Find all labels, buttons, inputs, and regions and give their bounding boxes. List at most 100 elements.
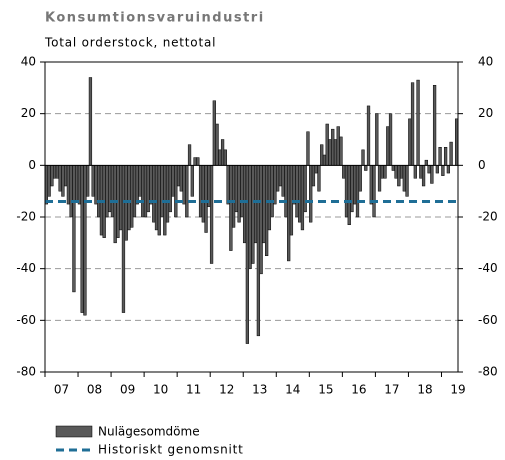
bar [215,123,219,166]
bar [149,165,153,205]
bar [273,165,277,205]
bar [306,131,310,166]
bar [138,165,142,197]
bar [50,165,54,187]
bar [342,165,346,179]
bar [72,165,76,293]
legend-swatch [55,425,93,438]
bar [237,165,241,223]
bar [174,165,178,218]
bar [256,165,261,337]
bar [402,165,406,192]
x-tick-label: 12 [219,383,234,397]
bar [375,113,379,166]
bar [361,149,365,166]
bar [83,165,87,316]
bar [325,123,329,166]
bar [435,165,439,174]
bar [276,165,280,192]
bar [212,100,216,166]
bar [223,149,227,166]
y-tick-label: -20 [16,210,36,224]
bar [399,165,404,179]
bar [61,165,65,197]
bar [328,139,332,166]
bar [267,165,272,231]
bar [220,139,225,166]
bar [248,165,252,269]
chart-title: Konsumtionsvaruindustri [45,11,265,26]
bar [278,165,283,187]
bar [88,77,93,166]
bar [320,144,324,166]
bar [168,165,172,213]
x-tick-label: 18 [417,383,432,397]
bar [108,165,112,213]
bar [397,165,401,187]
bar [364,165,368,171]
bar [284,165,288,218]
bar [336,126,340,166]
y2-tick-label: -60 [478,313,498,327]
x-tick-label: 08 [87,383,102,397]
bar [419,165,423,179]
y2-tick-label: 0 [478,158,486,172]
bar [179,165,183,192]
bar [380,165,384,179]
bar [259,165,263,275]
bar [344,165,349,218]
legend-label: Nulägesomdöme [98,425,200,439]
bar [157,165,161,236]
x-tick-label: 10 [153,383,168,397]
bar [331,128,335,166]
bar [152,165,156,223]
bar [424,159,428,166]
bar [386,126,390,166]
bar [303,165,307,213]
bar [265,165,269,256]
bar [231,165,236,228]
bar [410,82,415,166]
bar [119,165,123,231]
bar [47,165,51,197]
y2-tick-label: 20 [478,106,493,120]
x-tick-label: 07 [54,383,69,397]
bar [427,165,431,174]
bar [383,165,387,179]
y-tick-label: -40 [16,261,36,275]
y-tick-label: 40 [21,55,36,69]
x-tick-label: 16 [351,383,366,397]
bar [171,165,175,197]
bar [105,165,109,218]
bar [358,165,362,192]
bar [353,165,357,205]
bar [113,165,117,244]
y2-tick-label: -80 [478,365,498,379]
bar [209,165,214,264]
bar [218,149,222,166]
bar [204,165,208,233]
x-tick-label: 17 [384,383,399,397]
bar [185,165,189,218]
y-tick-label: -60 [16,313,36,327]
bar [339,136,343,166]
bar [234,165,238,213]
y-tick-label: 20 [21,106,36,120]
bar [75,165,79,202]
bar [146,165,150,213]
x-tick-label: 15 [318,383,333,397]
bar [240,165,244,218]
bar [91,165,95,197]
bar [322,154,327,166]
bar [369,165,373,205]
bar [388,113,393,166]
bar [229,165,233,251]
bar [391,165,395,171]
bar [53,165,57,179]
bar [449,141,453,166]
x-tick-label: 19 [450,383,465,397]
y-tick-label: 0 [28,158,36,172]
x-tick-label: 09 [120,383,135,397]
bar [311,165,316,187]
